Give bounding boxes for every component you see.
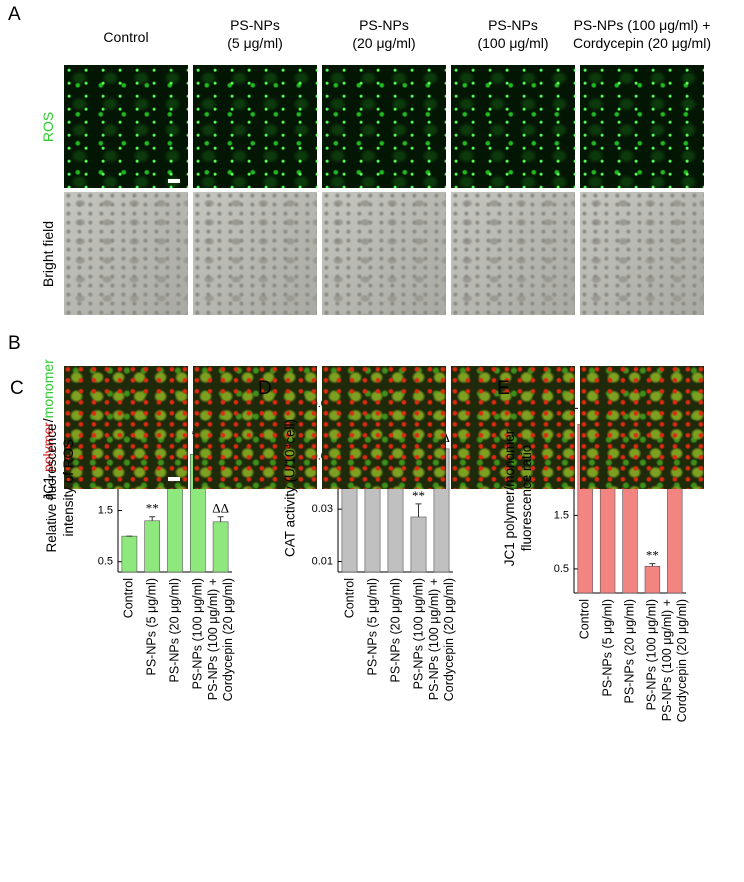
x-tick-label: Control [577,599,592,640]
y-tick-label: 0.5 [554,563,569,575]
label-part: / [40,418,56,423]
x-tick-label: Control [342,578,356,619]
row-label: ROS [40,111,56,143]
x-tick-label: Control [121,578,136,619]
panel-label: C [10,378,24,399]
micrograph [322,192,446,315]
y-axis-label: Relative fluorescence intensity of ROS [44,422,76,553]
y-tick-label: 0.5 [98,556,113,568]
scale-bar [168,179,180,183]
x-tick-label: PS-NPs (20 μg/ml) [167,578,182,683]
bar [167,479,183,573]
significance-mark: ** [146,501,159,516]
panel-label: B [8,333,21,354]
x-tick-label: PS-NPs (100 μg/ml) [644,599,659,711]
x-tick-label: PS-NPs (100 μg/ml) [190,578,205,690]
bar [644,565,661,594]
bar [144,520,161,573]
micrograph [322,366,446,489]
panel-label: E [497,378,510,399]
micrograph [322,65,446,188]
error-bar [649,563,656,567]
bar [410,516,427,573]
y-axis-label: CAT activity (U/10⁴cell) [282,418,298,557]
column-header: PS-NPs (5 μg/ml) [227,17,283,51]
panel-label: A [8,4,21,25]
error-bar [217,516,224,522]
x-tick-label: PS-NPs (20 μg/ml) [388,578,402,683]
micrograph [64,65,188,188]
column-header: PS-NPs (20 μg/ml) [352,17,416,51]
y-tick-label: 0.03 [312,503,333,515]
y-axis-label: JC1 polymer/monomer fluorescence ratio [502,429,534,567]
significance-mark: ** [646,548,659,563]
micrograph [451,366,575,489]
x-tick-label: PS-NPs (100 μg/ml) + Cordycepin (20 μg/m… [426,578,456,702]
error-bar [149,516,156,521]
column-header: PS-NPs (100 μg/ml) [477,17,549,51]
bar [387,487,404,573]
label-part: monomer [40,359,56,419]
micrograph [64,192,188,315]
x-tick-label: PS-NPs (5 μg/ml) [600,599,615,697]
y-tick-label: 0.01 [312,555,333,567]
micrograph [64,366,188,489]
column-header: Control [103,29,149,45]
significance-mark: ** [412,488,425,503]
micrograph [193,65,317,188]
bar [622,472,638,594]
x-tick-label: PS-NPs (100 μg/ml) + Cordycepin (20 μg/m… [205,578,235,702]
micrograph [193,192,317,315]
x-tick-label: PS-NPs (100 μg/ml) + Cordycepin (20 μg/m… [659,599,689,723]
panel-label: D [258,378,272,399]
micrograph [580,366,704,489]
y-tick-label: 1.5 [98,504,113,516]
micrograph [580,192,704,315]
y-tick-label: 1.5 [554,509,569,521]
row-label: Bright field [40,220,56,288]
x-tick-label: PS-NPs (20 μg/ml) [622,599,637,704]
x-tick-label: PS-NPs (5 μg/ml) [144,578,159,676]
micrograph [451,192,575,315]
bar [212,521,229,573]
micrograph [580,65,704,188]
x-tick-label: PS-NPs (100 μg/ml) [411,578,425,690]
micrograph [193,366,317,489]
scale-bar [168,477,180,481]
bar [121,535,138,573]
micrograph [451,65,575,188]
x-tick-label: PS-NPs (5 μg/ml) [365,578,379,676]
column-header: PS-NPs (100 μg/ml) + Cordycepin (20 μg/m… [572,17,711,51]
significance-mark: ΔΔ [212,501,229,516]
error-bar [415,503,422,517]
